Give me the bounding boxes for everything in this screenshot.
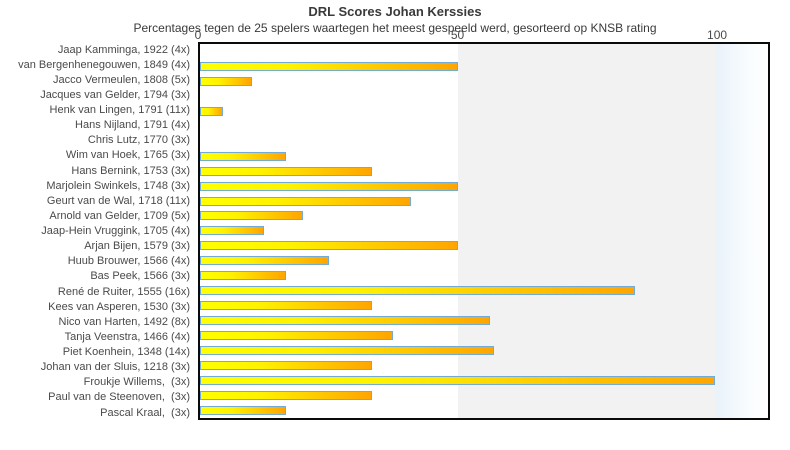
chart-row — [200, 283, 768, 298]
player-label: van Bergenhenegouwen, 1849 (4x) — [18, 58, 190, 71]
player-label: Johan van der Sluis, 1218 (3x) — [40, 361, 190, 374]
player-label: Jacques van Gelder, 1794 (3x) — [40, 88, 190, 101]
player-label: Pascal Kraal, (3x) — [100, 406, 190, 419]
chart-row — [200, 313, 768, 328]
player-label: Arjan Bijen, 1579 (3x) — [84, 240, 190, 253]
player-label: Bas Peek, 1566 (3x) — [90, 270, 190, 283]
chart-row — [200, 208, 768, 223]
player-label: Hans Nijland, 1791 (4x) — [75, 119, 190, 132]
x-axis: 0 50 100 — [194, 28, 770, 42]
score-bar — [200, 106, 224, 116]
plot-area — [198, 42, 770, 420]
chart-row — [200, 328, 768, 343]
chart-row — [200, 164, 768, 179]
chart-row — [200, 44, 768, 59]
player-label: Tanja Veenstra, 1466 (4x) — [64, 330, 190, 343]
score-bar — [200, 286, 636, 296]
chart-subtitle: Percentages tegen de 25 spelers waartege… — [133, 21, 657, 35]
chart-row — [200, 268, 768, 283]
score-bar — [200, 211, 304, 221]
chart-row — [200, 373, 768, 388]
chart-row — [200, 194, 768, 209]
player-label: Kees van Asperen, 1530 (3x) — [48, 300, 190, 313]
chart-row — [200, 104, 768, 119]
chart-row — [200, 388, 768, 403]
chart-row — [200, 179, 768, 194]
chart-row — [200, 358, 768, 373]
score-bar — [200, 405, 287, 415]
score-bar — [200, 241, 458, 251]
score-bar — [200, 151, 287, 161]
chart-row — [200, 298, 768, 313]
chart-row — [200, 343, 768, 358]
score-bar — [200, 375, 716, 385]
score-bar — [200, 196, 411, 206]
chart-row — [200, 223, 768, 238]
chart-row — [200, 59, 768, 74]
x-axis-tick-50: 50 — [450, 28, 465, 42]
player-label: Paul van de Steenoven, (3x) — [48, 391, 190, 404]
player-label: Henk van Lingen, 1791 (11x) — [49, 104, 190, 117]
score-bar — [200, 76, 252, 86]
player-label: Froukje Willems, (3x) — [83, 376, 190, 389]
player-label: Marjolein Swinkels, 1748 (3x) — [46, 179, 190, 192]
player-label: Huub Brouwer, 1566 (4x) — [67, 255, 190, 268]
score-bar — [200, 346, 495, 356]
score-bar — [200, 390, 372, 400]
score-bar — [200, 301, 372, 311]
chart-row — [200, 74, 768, 89]
x-axis-tick-100: 100 — [707, 28, 728, 42]
player-label: Nico van Harten, 1492 (8x) — [58, 315, 190, 328]
player-label: Piet Koenhein, 1348 (14x) — [62, 346, 190, 359]
chart-row — [200, 149, 768, 164]
chart-row — [200, 238, 768, 253]
player-label: Hans Bernink, 1753 (3x) — [71, 164, 190, 177]
chart-row — [200, 253, 768, 268]
chart-row — [200, 89, 768, 104]
chart-row — [200, 403, 768, 418]
score-bar — [200, 166, 372, 176]
player-label: Arnold van Gelder, 1709 (5x) — [49, 209, 190, 222]
score-bar — [200, 181, 458, 191]
score-bar — [200, 360, 372, 370]
chart-title: DRL Scores Johan Kerssies — [308, 4, 482, 19]
score-bar — [200, 256, 329, 266]
player-label: Jaap-Hein Vruggink, 1705 (4x) — [41, 225, 190, 238]
player-label: Jacco Vermeulen, 1808 (5x) — [53, 73, 190, 86]
x-axis-tick-0: 0 — [194, 28, 202, 42]
y-axis-labels: Jaap Kamminga, 1922 (4x) van Bergenhenego… — [0, 42, 190, 420]
score-bar — [200, 226, 265, 236]
player-label: Wim van Hoek, 1765 (3x) — [65, 149, 190, 162]
player-label: Chris Lutz, 1770 (3x) — [87, 134, 190, 147]
score-bar — [200, 61, 458, 71]
score-bar — [200, 316, 491, 326]
score-bar — [200, 271, 287, 281]
player-label: Geurt van de Wal, 1718 (11x) — [46, 194, 190, 207]
chart-row — [200, 134, 768, 149]
player-label: Jaap Kamminga, 1922 (4x) — [57, 43, 190, 56]
chart-row — [200, 119, 768, 134]
score-bar — [200, 331, 394, 341]
player-label: René de Ruiter, 1555 (16x) — [57, 285, 190, 298]
